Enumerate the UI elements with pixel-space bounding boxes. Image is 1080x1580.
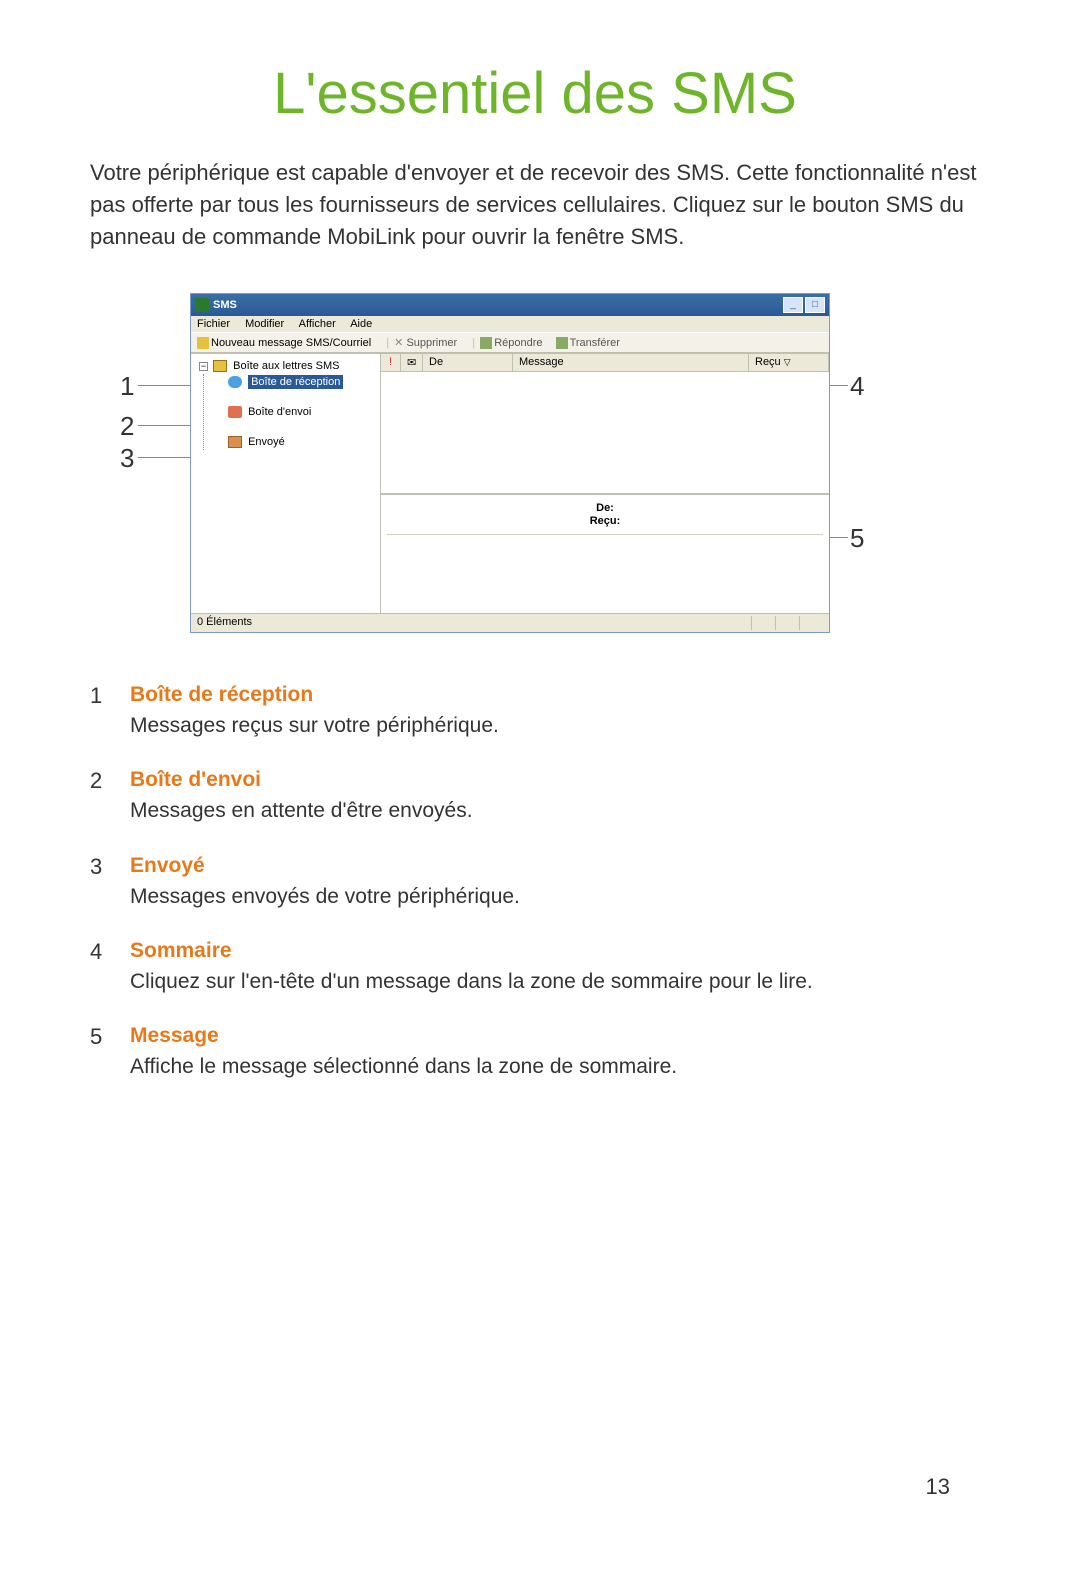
col-received[interactable]: Reçu ▽ <box>749 354 829 371</box>
message-preview: De: Reçu: <box>381 493 829 613</box>
legend-desc: Messages en attente d'être envoyés. <box>130 796 980 825</box>
legend-item-4: 4 Sommaire Cliquez sur l'en-tête d'un me… <box>90 939 980 996</box>
window-titlebar: SMS _ □ <box>191 294 829 316</box>
page-number: 13 <box>926 1474 950 1500</box>
tree-outbox[interactable]: Boîte d'envoi <box>210 404 378 420</box>
message-list-header: ! ✉ De Message Reçu ▽ <box>381 354 829 372</box>
legend-item-2: 2 Boîte d'envoi Messages en attente d'êt… <box>90 768 980 825</box>
legend-item-3: 3 Envoyé Messages envoyés de votre périp… <box>90 854 980 911</box>
col-from[interactable]: De <box>423 354 513 371</box>
delete-icon: ✕ <box>394 337 406 349</box>
toolbar: Nouveau message SMS/Courriel | ✕ Supprim… <box>191 332 829 353</box>
folder-tree: − Boîte aux lettres SMS Boîte de récepti… <box>191 354 381 613</box>
sort-icon: ▽ <box>784 357 791 367</box>
callout-1: 1 <box>120 371 134 402</box>
callout-4: 4 <box>850 371 864 402</box>
statusbar: 0 Éléments <box>191 613 829 632</box>
app-icon <box>195 298 209 312</box>
legend-desc: Messages envoyés de votre périphérique. <box>130 882 980 911</box>
legend-desc: Cliquez sur l'en-tête d'un message dans … <box>130 967 980 996</box>
toolbar-forward[interactable]: Transférer <box>556 337 620 349</box>
preview-from-label: De: <box>596 502 614 514</box>
callout-5: 5 <box>850 523 864 554</box>
intro-paragraph: Votre périphérique est capable d'envoyer… <box>90 157 980 253</box>
minimize-button[interactable]: _ <box>783 297 803 313</box>
legend-title: Boîte de réception <box>130 683 980 707</box>
preview-received-label: Reçu: <box>590 515 621 527</box>
callout-2: 2 <box>120 411 134 442</box>
legend-title: Message <box>130 1024 980 1048</box>
menu-edit[interactable]: Modifier <box>245 318 284 330</box>
col-type[interactable]: ✉ <box>401 354 423 371</box>
legend-title: Envoyé <box>130 854 980 878</box>
col-priority[interactable]: ! <box>381 354 401 371</box>
status-item-count: 0 Éléments <box>197 616 751 630</box>
legend-desc: Affiche le message sélectionné dans la z… <box>130 1052 980 1081</box>
legend-list: 1 Boîte de réception Messages reçus sur … <box>90 683 980 1082</box>
legend-desc: Messages reçus sur votre périphérique. <box>130 711 980 740</box>
maximize-button[interactable]: □ <box>805 297 825 313</box>
legend-item-1: 1 Boîte de réception Messages reçus sur … <box>90 683 980 740</box>
tree-inbox[interactable]: Boîte de réception <box>210 374 378 390</box>
sms-window: SMS _ □ Fichier Modifier Afficher Aide N… <box>190 293 830 633</box>
outbox-icon <box>228 406 242 418</box>
legend-title: Boîte d'envoi <box>130 768 980 792</box>
window-title: SMS <box>213 299 783 311</box>
mailbox-icon <box>213 360 227 372</box>
page-title: L'essentiel des SMS <box>90 60 980 127</box>
menubar: Fichier Modifier Afficher Aide <box>191 316 829 332</box>
tree-root[interactable]: − Boîte aux lettres SMS <box>193 358 378 374</box>
sent-icon <box>228 436 242 448</box>
message-list[interactable] <box>381 372 829 493</box>
collapse-icon[interactable]: − <box>199 362 208 371</box>
inbox-icon <box>228 376 242 388</box>
toolbar-delete[interactable]: ✕ Supprimer <box>394 337 457 349</box>
menu-help[interactable]: Aide <box>350 318 372 330</box>
toolbar-reply[interactable]: Répondre <box>480 337 542 349</box>
tree-sent[interactable]: Envoyé <box>210 434 378 450</box>
callout-3: 3 <box>120 443 134 474</box>
legend-title: Sommaire <box>130 939 980 963</box>
forward-icon <box>556 337 568 349</box>
menu-view[interactable]: Afficher <box>299 318 336 330</box>
toolbar-new-message[interactable]: Nouveau message SMS/Courriel <box>197 337 371 349</box>
menu-file[interactable]: Fichier <box>197 318 230 330</box>
new-message-icon <box>197 337 209 349</box>
col-message[interactable]: Message <box>513 354 749 371</box>
legend-item-5: 5 Message Affiche le message sélectionné… <box>90 1024 980 1081</box>
screenshot-figure: 1 2 3 4 5 SMS _ □ Fichier Modifier Affic… <box>130 293 900 633</box>
reply-icon <box>480 337 492 349</box>
